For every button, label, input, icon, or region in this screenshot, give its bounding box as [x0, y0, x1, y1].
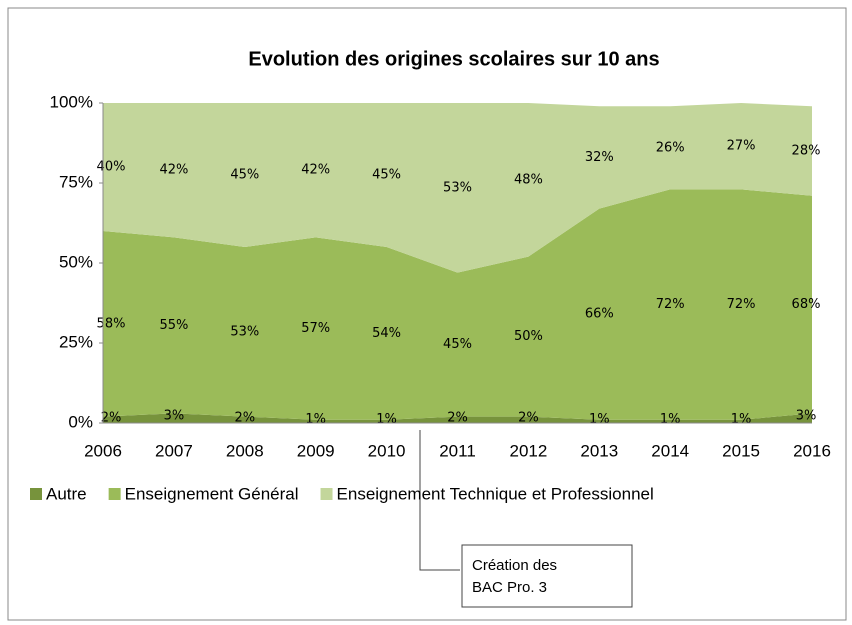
x-tick-label: 2013	[580, 441, 618, 460]
area	[103, 103, 812, 273]
annotation-text: Création des	[472, 557, 557, 574]
data-label: 2%	[447, 410, 468, 425]
y-tick-label: 75%	[59, 172, 93, 191]
y-tick-label: 50%	[59, 252, 93, 271]
x-tick-label: 2015	[722, 441, 760, 460]
data-label: 57%	[301, 321, 330, 336]
data-label: 32%	[585, 150, 614, 165]
x-tick-label: 2014	[651, 441, 689, 460]
callout-line	[419, 430, 460, 571]
data-label: 3%	[796, 409, 817, 424]
legend-swatch	[320, 488, 333, 500]
annotation-box	[461, 544, 633, 608]
data-label: 2%	[518, 410, 539, 425]
data-label: 1%	[660, 412, 681, 427]
data-label: 45%	[372, 168, 401, 183]
area	[103, 413, 812, 423]
legend-label: Autre	[46, 484, 87, 503]
x-tick-label: 2010	[368, 441, 406, 460]
data-label: 1%	[731, 412, 752, 427]
legend-swatch	[30, 488, 42, 500]
data-label: 50%	[514, 329, 543, 344]
x-tick-label: 2012	[509, 441, 547, 460]
data-label: 2%	[101, 410, 122, 425]
data-label: 27%	[727, 139, 756, 154]
data-label: 53%	[230, 324, 259, 339]
data-label: 53%	[443, 180, 472, 195]
x-tick-label: 2008	[226, 441, 264, 460]
data-label: 1%	[589, 412, 610, 427]
annotation-text: BAC Pro. 3	[472, 579, 547, 596]
data-label: 45%	[230, 168, 259, 183]
y-tick-label: 0%	[68, 412, 93, 431]
data-label: 26%	[656, 140, 685, 155]
data-label: 68%	[792, 297, 821, 312]
y-tick-label: 100%	[50, 92, 93, 111]
x-tick-label: 2009	[297, 441, 335, 460]
data-label: 40%	[97, 160, 126, 175]
data-label: 54%	[372, 326, 401, 341]
data-label: 72%	[727, 297, 756, 312]
area	[103, 189, 812, 420]
data-label: 58%	[97, 316, 126, 331]
x-tick-label: 2016	[793, 441, 831, 460]
data-label: 45%	[443, 337, 472, 352]
data-label: 28%	[792, 144, 821, 159]
x-tick-label: 2006	[84, 441, 122, 460]
data-label: 55%	[159, 318, 188, 333]
x-tick-label: 2007	[155, 441, 193, 460]
data-label: 3%	[164, 409, 185, 424]
data-label: 48%	[514, 172, 543, 187]
data-label: 72%	[656, 297, 685, 312]
chart-title: Evolution des origines scolaires sur 10 …	[248, 48, 659, 70]
y-tick-label: 25%	[59, 332, 93, 351]
x-tick-label: 2011	[439, 441, 476, 460]
data-label: 42%	[301, 163, 330, 178]
legend-swatch	[108, 488, 121, 500]
legend-label: Enseignement Technique et Professionnel	[337, 484, 654, 503]
legend-label: Enseignement Général	[125, 484, 299, 503]
data-label: 42%	[159, 163, 188, 178]
data-label: 1%	[376, 412, 397, 427]
data-label: 66%	[585, 307, 614, 322]
data-label: 1%	[305, 412, 326, 427]
data-label: 2%	[234, 410, 255, 425]
